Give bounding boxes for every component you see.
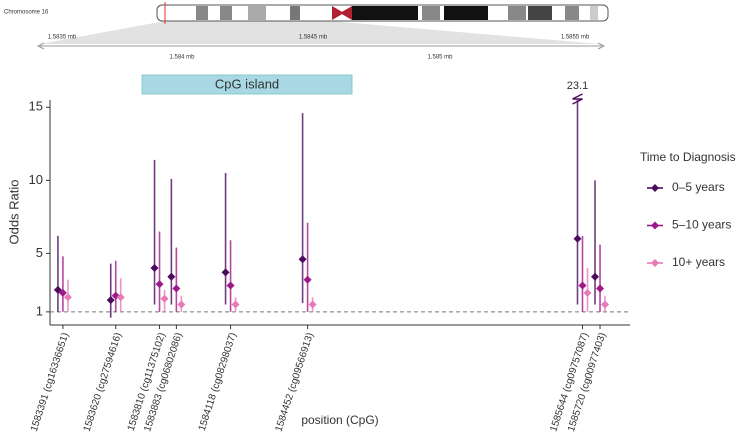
point <box>578 281 587 290</box>
point <box>155 280 164 289</box>
point <box>601 300 610 309</box>
zoom-region <box>40 21 600 44</box>
annotation: CpG island <box>215 76 279 91</box>
legend-marker <box>651 184 659 192</box>
band <box>290 6 300 20</box>
point <box>63 293 72 302</box>
band <box>528 6 552 20</box>
x-tick-label: 1584118 (cg08298037) <box>197 331 239 432</box>
centromere <box>340 6 352 20</box>
y-tick-label: 5 <box>36 245 43 260</box>
point <box>298 255 307 264</box>
band <box>444 6 488 20</box>
point <box>591 272 600 281</box>
point <box>106 296 115 305</box>
legend-marker <box>651 221 659 230</box>
point <box>231 300 240 309</box>
point <box>221 268 230 277</box>
y-axis-label: Odds Ratio <box>6 179 21 244</box>
genome-tick: 1.5845 mb <box>299 35 328 41</box>
point <box>303 275 312 284</box>
point <box>308 300 317 309</box>
band <box>196 6 208 20</box>
band <box>508 6 526 20</box>
ideogram: Chromosome 16 1.5835 mb 1.5845 mb 1.5855… <box>4 2 609 61</box>
legend-label: 0–5 years <box>672 180 725 194</box>
genome-tick: 1.585 mb <box>427 55 453 61</box>
band <box>220 6 232 20</box>
genome-tick: 1.584 mb <box>169 55 195 61</box>
chromosome-label: Chromosome 16 <box>4 10 49 16</box>
point <box>226 281 235 290</box>
legend-title: Time to Diagnosis <box>640 150 736 164</box>
band <box>590 6 598 20</box>
band <box>422 6 440 20</box>
band <box>248 6 266 20</box>
point <box>573 234 582 243</box>
point <box>116 293 125 302</box>
genome-tick: 1.5855 mb <box>561 35 590 41</box>
genome-tick: 1.5835 mb <box>48 35 77 41</box>
point <box>583 288 592 297</box>
scale-arrows <box>36 42 606 50</box>
legend-label: 10+ years <box>672 255 725 269</box>
value-label: 23.1 <box>567 80 588 92</box>
point <box>177 300 186 309</box>
y-tick-label: 1 <box>36 303 43 318</box>
x-axis-label: position (CpG) <box>301 413 378 427</box>
axis-break <box>572 93 583 105</box>
point <box>150 264 159 273</box>
point <box>172 284 181 293</box>
point <box>58 288 67 297</box>
centromere <box>332 6 344 20</box>
cpg-island <box>141 74 353 95</box>
x-tick-label: 1583620 (cg27594616) <box>82 331 124 433</box>
legend-label: 5–10 years <box>672 218 731 232</box>
point <box>160 294 169 303</box>
point <box>167 272 176 281</box>
legend-marker <box>651 259 659 267</box>
band <box>565 6 579 20</box>
x-tick-label: 1583391 (cg16336651) <box>29 331 71 433</box>
y-tick-label: 15 <box>29 99 43 114</box>
y-tick-label: 10 <box>29 172 43 187</box>
point <box>596 284 605 293</box>
heterochromatin <box>352 6 418 20</box>
